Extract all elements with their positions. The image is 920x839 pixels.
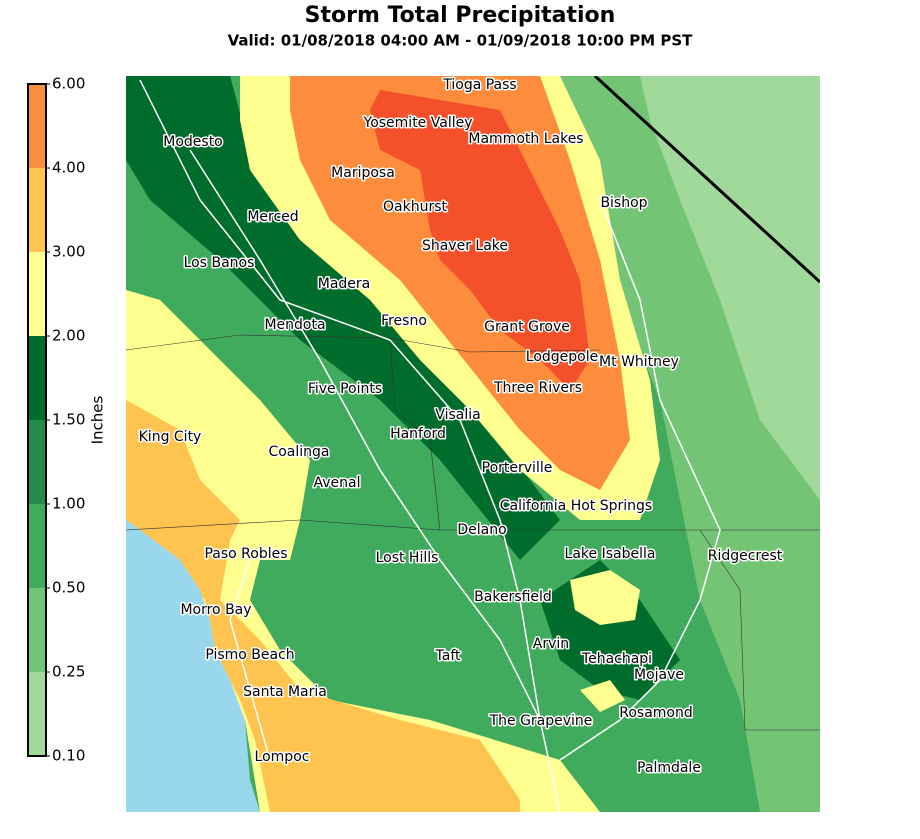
city-label: Coalinga	[268, 444, 329, 460]
city-label: Morro Bay	[180, 602, 251, 618]
colorbar-tick-label: 4.00	[52, 159, 85, 177]
city-label: Grant Grove	[484, 319, 570, 335]
colorbar: 0.10 0.25 0.50 1.00 1.50 2.00 3.00 4.00 6.00	[27, 75, 85, 765]
city-label: Mammoth Lakes	[468, 131, 583, 147]
city-label: Lompoc	[255, 749, 310, 765]
city-label: Pismo Beach	[205, 647, 294, 663]
city-label: Arvin	[533, 636, 569, 652]
colorbar-label: Inches	[89, 395, 107, 444]
city-label: Lodgepole	[526, 349, 598, 365]
city-label: Ridgecrest	[708, 548, 783, 564]
city-label: Lost Hills	[376, 550, 439, 566]
colorbar-segment	[28, 168, 46, 252]
city-label: King City	[139, 429, 202, 445]
subtitle: Valid: 01/08/2018 04:00 AM - 01/09/2018 …	[228, 32, 694, 50]
city-label: Porterville	[482, 460, 553, 476]
city-label: Palmdale	[637, 760, 701, 776]
colorbar-segment	[28, 84, 46, 168]
city-label: Paso Robles	[204, 546, 287, 562]
map	[126, 76, 820, 812]
colorbar-segment	[28, 252, 46, 336]
city-label: Mt Whitney	[599, 354, 679, 370]
colorbar-segment	[28, 420, 46, 504]
city-label: Tehachapi	[581, 651, 652, 667]
colorbar-segment	[28, 588, 46, 672]
city-label: Madera	[318, 276, 371, 292]
colorbar-tick-label: 3.00	[52, 243, 85, 261]
colorbar-frame	[27, 83, 47, 757]
city-label: Fresno	[381, 313, 427, 329]
colorbar-tick-label: 6.00	[52, 75, 85, 93]
city-label: Tioga Pass	[442, 77, 516, 93]
city-label: Mariposa	[331, 165, 395, 181]
city-label: Los Banos	[184, 255, 255, 271]
city-label: Delano	[457, 522, 506, 538]
city-label: Hanford	[390, 426, 446, 442]
city-label: Santa Maria	[243, 684, 327, 700]
city-label: The Grapevine	[489, 713, 593, 729]
city-label: Avenal	[314, 475, 361, 491]
colorbar-tick-label: 1.00	[52, 495, 85, 513]
colorbar-tick-label: 0.50	[52, 579, 85, 597]
city-label: Yosemite Valley	[363, 115, 473, 131]
city-label: Merced	[247, 209, 298, 225]
colorbar-segment	[28, 672, 46, 756]
title: Storm Total Precipitation	[305, 3, 616, 28]
city-label: Modesto	[163, 134, 223, 150]
city-label: Mojave	[634, 667, 684, 683]
colorbar-tick-label: 0.10	[52, 747, 85, 765]
colorbar-tick-label: 1.50	[52, 411, 85, 429]
colorbar-tick-label: 0.25	[52, 663, 85, 681]
city-label: Shaver Lake	[422, 238, 508, 254]
colorbar-segment	[28, 504, 46, 588]
city-label: Bakersfield	[474, 589, 552, 605]
city-label: Taft	[435, 648, 461, 664]
colorbar-tick-label: 2.00	[52, 327, 85, 345]
city-label: California Hot Springs	[500, 498, 652, 514]
city-label: Three Rivers	[493, 380, 582, 396]
city-label: Lake Isabella	[565, 546, 656, 562]
city-label: Rosamond	[619, 705, 693, 721]
city-label: Oakhurst	[383, 199, 448, 215]
city-label: Bishop	[600, 195, 647, 211]
city-label: Mendota	[264, 317, 325, 333]
city-label: Five Points	[308, 381, 382, 397]
colorbar-segment	[28, 336, 46, 420]
city-label: Visalia	[435, 407, 480, 423]
